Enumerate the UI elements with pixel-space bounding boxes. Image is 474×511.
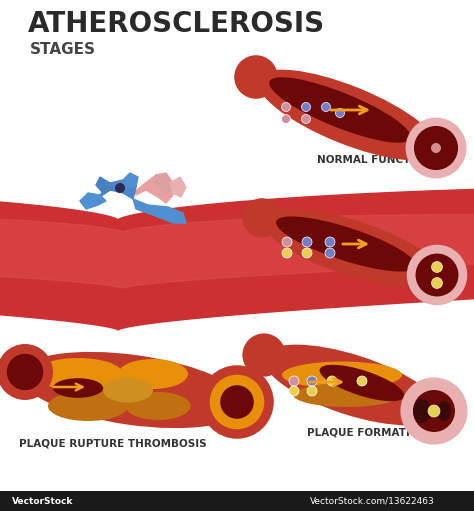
Ellipse shape bbox=[325, 237, 335, 247]
Ellipse shape bbox=[406, 118, 466, 178]
Bar bbox=[0, 491, 474, 511]
Text: PLAQUE RUPTURE THROMBOSIS: PLAQUE RUPTURE THROMBOSIS bbox=[19, 438, 207, 448]
Text: STAGES: STAGES bbox=[30, 42, 96, 57]
Ellipse shape bbox=[264, 344, 440, 425]
Ellipse shape bbox=[262, 209, 442, 287]
Text: NORMAL FUNCTIONS: NORMAL FUNCTIONS bbox=[317, 155, 439, 165]
Ellipse shape bbox=[321, 103, 330, 111]
Ellipse shape bbox=[325, 248, 335, 258]
Ellipse shape bbox=[437, 401, 451, 421]
Ellipse shape bbox=[242, 333, 286, 377]
Ellipse shape bbox=[276, 217, 416, 271]
Ellipse shape bbox=[282, 114, 291, 124]
Polygon shape bbox=[133, 175, 173, 203]
Ellipse shape bbox=[282, 248, 292, 258]
Ellipse shape bbox=[48, 391, 128, 421]
Ellipse shape bbox=[401, 378, 467, 445]
Ellipse shape bbox=[242, 198, 282, 238]
Ellipse shape bbox=[336, 108, 345, 118]
Ellipse shape bbox=[431, 262, 443, 272]
Ellipse shape bbox=[302, 248, 312, 258]
Ellipse shape bbox=[413, 399, 431, 423]
Ellipse shape bbox=[33, 358, 123, 390]
Ellipse shape bbox=[210, 375, 264, 429]
Ellipse shape bbox=[416, 253, 458, 296]
Ellipse shape bbox=[319, 365, 404, 401]
Text: VectorStock.com/13622463: VectorStock.com/13622463 bbox=[310, 497, 435, 505]
Polygon shape bbox=[0, 185, 474, 330]
Ellipse shape bbox=[282, 237, 292, 247]
Polygon shape bbox=[96, 177, 113, 193]
Ellipse shape bbox=[126, 392, 191, 420]
Ellipse shape bbox=[200, 365, 274, 439]
Ellipse shape bbox=[302, 237, 312, 247]
Text: VectorStock: VectorStock bbox=[12, 497, 73, 505]
Text: PLAQUE FORMATION: PLAQUE FORMATION bbox=[307, 427, 427, 437]
Ellipse shape bbox=[234, 55, 278, 99]
Ellipse shape bbox=[428, 405, 440, 417]
Ellipse shape bbox=[307, 376, 317, 386]
Ellipse shape bbox=[20, 352, 246, 428]
Polygon shape bbox=[80, 193, 106, 209]
Ellipse shape bbox=[327, 376, 337, 386]
Ellipse shape bbox=[413, 390, 455, 432]
Polygon shape bbox=[154, 173, 173, 193]
Ellipse shape bbox=[257, 69, 439, 160]
Text: ENDOTHELIAL DISFUNCTION: ENDOTHELIAL DISFUNCTION bbox=[289, 286, 455, 296]
Ellipse shape bbox=[301, 103, 310, 111]
Ellipse shape bbox=[357, 376, 367, 386]
Polygon shape bbox=[133, 199, 186, 223]
Ellipse shape bbox=[289, 376, 299, 386]
Ellipse shape bbox=[103, 378, 153, 403]
Ellipse shape bbox=[301, 114, 310, 124]
Ellipse shape bbox=[414, 126, 458, 170]
Ellipse shape bbox=[269, 77, 411, 143]
Ellipse shape bbox=[289, 386, 299, 396]
Polygon shape bbox=[123, 173, 138, 187]
Ellipse shape bbox=[220, 385, 254, 419]
Ellipse shape bbox=[307, 386, 317, 396]
Ellipse shape bbox=[407, 245, 467, 305]
Ellipse shape bbox=[115, 183, 125, 193]
Polygon shape bbox=[170, 177, 186, 197]
Polygon shape bbox=[100, 180, 136, 199]
Ellipse shape bbox=[431, 277, 443, 289]
Ellipse shape bbox=[293, 383, 401, 407]
Ellipse shape bbox=[53, 378, 103, 398]
Ellipse shape bbox=[431, 143, 441, 153]
Ellipse shape bbox=[282, 361, 402, 388]
Ellipse shape bbox=[0, 344, 53, 400]
Text: ATHEROSCLEROSIS: ATHEROSCLEROSIS bbox=[28, 10, 325, 38]
Ellipse shape bbox=[7, 354, 43, 390]
Ellipse shape bbox=[118, 359, 188, 389]
Ellipse shape bbox=[282, 103, 291, 111]
Polygon shape bbox=[0, 215, 474, 288]
